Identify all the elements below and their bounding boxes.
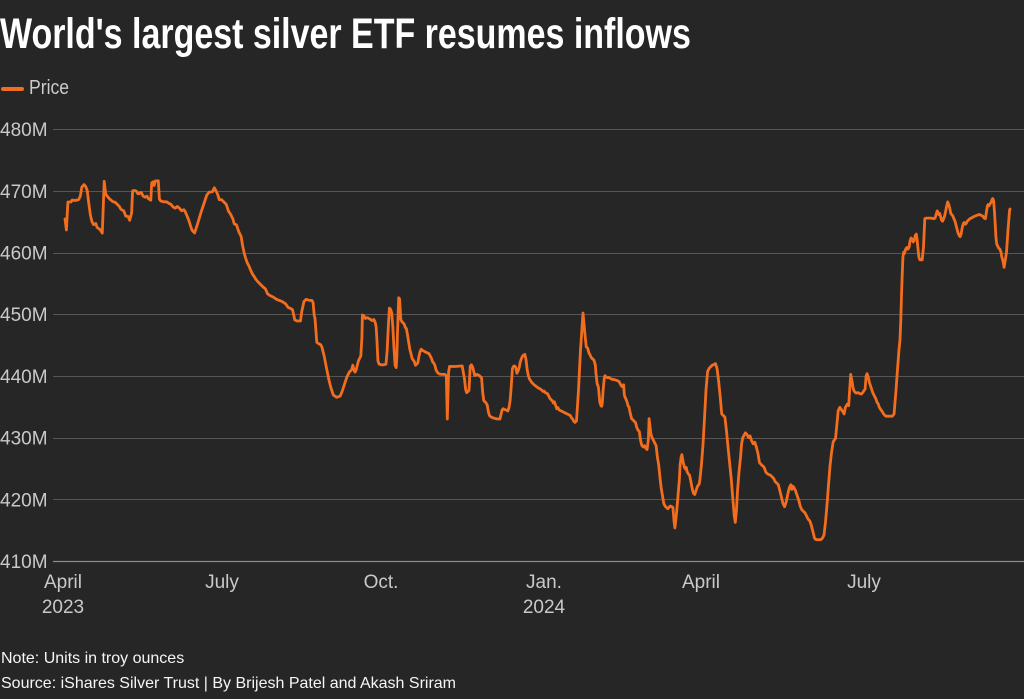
svg-text:July: July xyxy=(205,572,239,593)
svg-text:440M: 440M xyxy=(0,367,48,388)
svg-text:April: April xyxy=(682,572,720,593)
svg-text:450M: 450M xyxy=(0,305,48,326)
svg-text:420M: 420M xyxy=(0,490,48,511)
svg-text:July: July xyxy=(847,572,881,593)
svg-text:April: April xyxy=(44,572,82,593)
svg-text:410M: 410M xyxy=(0,552,48,573)
svg-text:470M: 470M xyxy=(0,182,48,203)
svg-text:460M: 460M xyxy=(0,244,48,265)
svg-text:Oct.: Oct. xyxy=(364,572,399,593)
svg-text:Jan.: Jan. xyxy=(526,572,562,593)
svg-text:480M: 480M xyxy=(0,120,48,141)
svg-text:430M: 430M xyxy=(0,429,48,450)
svg-text:2023: 2023 xyxy=(42,597,84,618)
svg-text:2024: 2024 xyxy=(523,597,566,618)
